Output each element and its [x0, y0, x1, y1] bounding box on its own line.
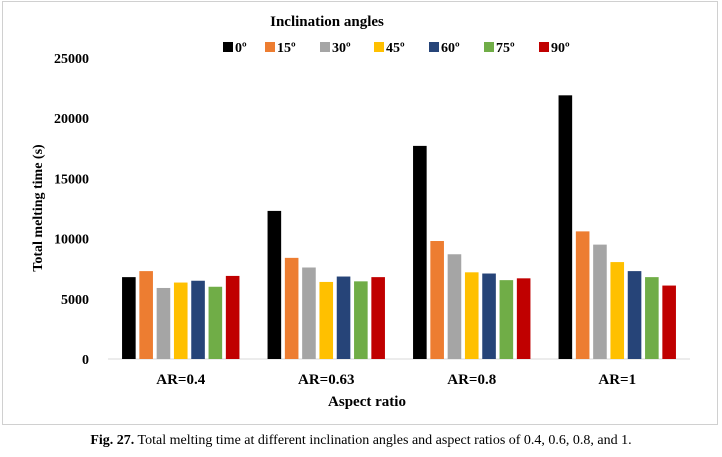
bar	[516, 278, 531, 359]
figure-caption-text: Total melting time at different inclinat…	[134, 433, 632, 448]
bar	[627, 271, 642, 359]
legend-swatch	[429, 42, 439, 52]
legend-swatch	[539, 42, 549, 52]
legend: 0º 15º 30º 45º 60º 75º 90º	[223, 41, 570, 56]
y-axis-label: Total melting time (s)	[31, 144, 46, 272]
legend-swatch	[320, 42, 330, 52]
legend-label: 15º	[277, 41, 296, 56]
bar	[447, 254, 462, 359]
bar	[662, 285, 676, 359]
legend-label: 60º	[441, 41, 460, 56]
legend-swatch	[484, 42, 494, 52]
x-tick-label: AR=1	[598, 372, 636, 388]
bar	[610, 262, 625, 359]
x-axis: AR=0.4 AR=0.63 AR=0.8 AR=1	[108, 358, 690, 388]
x-tick-label: AR=0.8	[447, 372, 496, 388]
bar	[225, 275, 240, 359]
x-tick-label: AR=0.4	[156, 372, 205, 388]
bar	[558, 95, 573, 359]
x-tick-label: AR=0.63	[298, 372, 354, 388]
legend-swatch	[265, 42, 275, 52]
bar	[173, 282, 188, 359]
y-tick-label: 5000	[61, 293, 89, 308]
bar-chart: Inclination angles 0º 15º 30º 45º 60º 75º 90º …	[31, 14, 690, 410]
legend-title: Inclination angles	[270, 14, 384, 30]
bar	[122, 277, 136, 359]
bar	[302, 267, 316, 359]
y-tick-label: 15000	[54, 172, 89, 187]
bar	[336, 276, 351, 359]
legend-label: 45º	[386, 41, 405, 56]
figure-caption-label: Fig. 27.	[90, 433, 135, 448]
bar	[267, 210, 282, 359]
bar	[191, 280, 205, 359]
bar	[319, 281, 334, 359]
bar	[284, 257, 299, 359]
bar	[156, 287, 171, 359]
figure-caption: Fig. 27. Total melting time at different…	[0, 433, 722, 449]
legend-label: 30º	[332, 41, 351, 56]
x-axis-label: Aspect ratio	[328, 394, 406, 410]
legend-label: 75º	[496, 41, 515, 56]
y-axis: 0 5000 10000 15000 20000 25000	[54, 52, 89, 368]
bar	[575, 231, 590, 359]
legend-label: 90º	[551, 41, 570, 56]
bar	[593, 244, 607, 359]
legend-label: 0º	[235, 41, 247, 56]
bar	[371, 277, 385, 359]
legend-swatch	[223, 42, 233, 52]
bar	[499, 280, 514, 359]
y-tick-label: 0	[82, 353, 89, 368]
y-tick-label: 25000	[54, 52, 89, 67]
bar	[430, 241, 444, 359]
y-tick-label: 20000	[54, 112, 89, 127]
bars	[122, 95, 676, 359]
bar	[645, 277, 659, 359]
bar	[413, 145, 427, 359]
legend-swatch	[374, 42, 384, 52]
bar	[208, 286, 223, 359]
bar	[464, 272, 479, 359]
y-tick-label: 10000	[54, 233, 89, 248]
bar	[354, 281, 368, 359]
bar	[139, 271, 153, 359]
bar	[482, 273, 496, 359]
